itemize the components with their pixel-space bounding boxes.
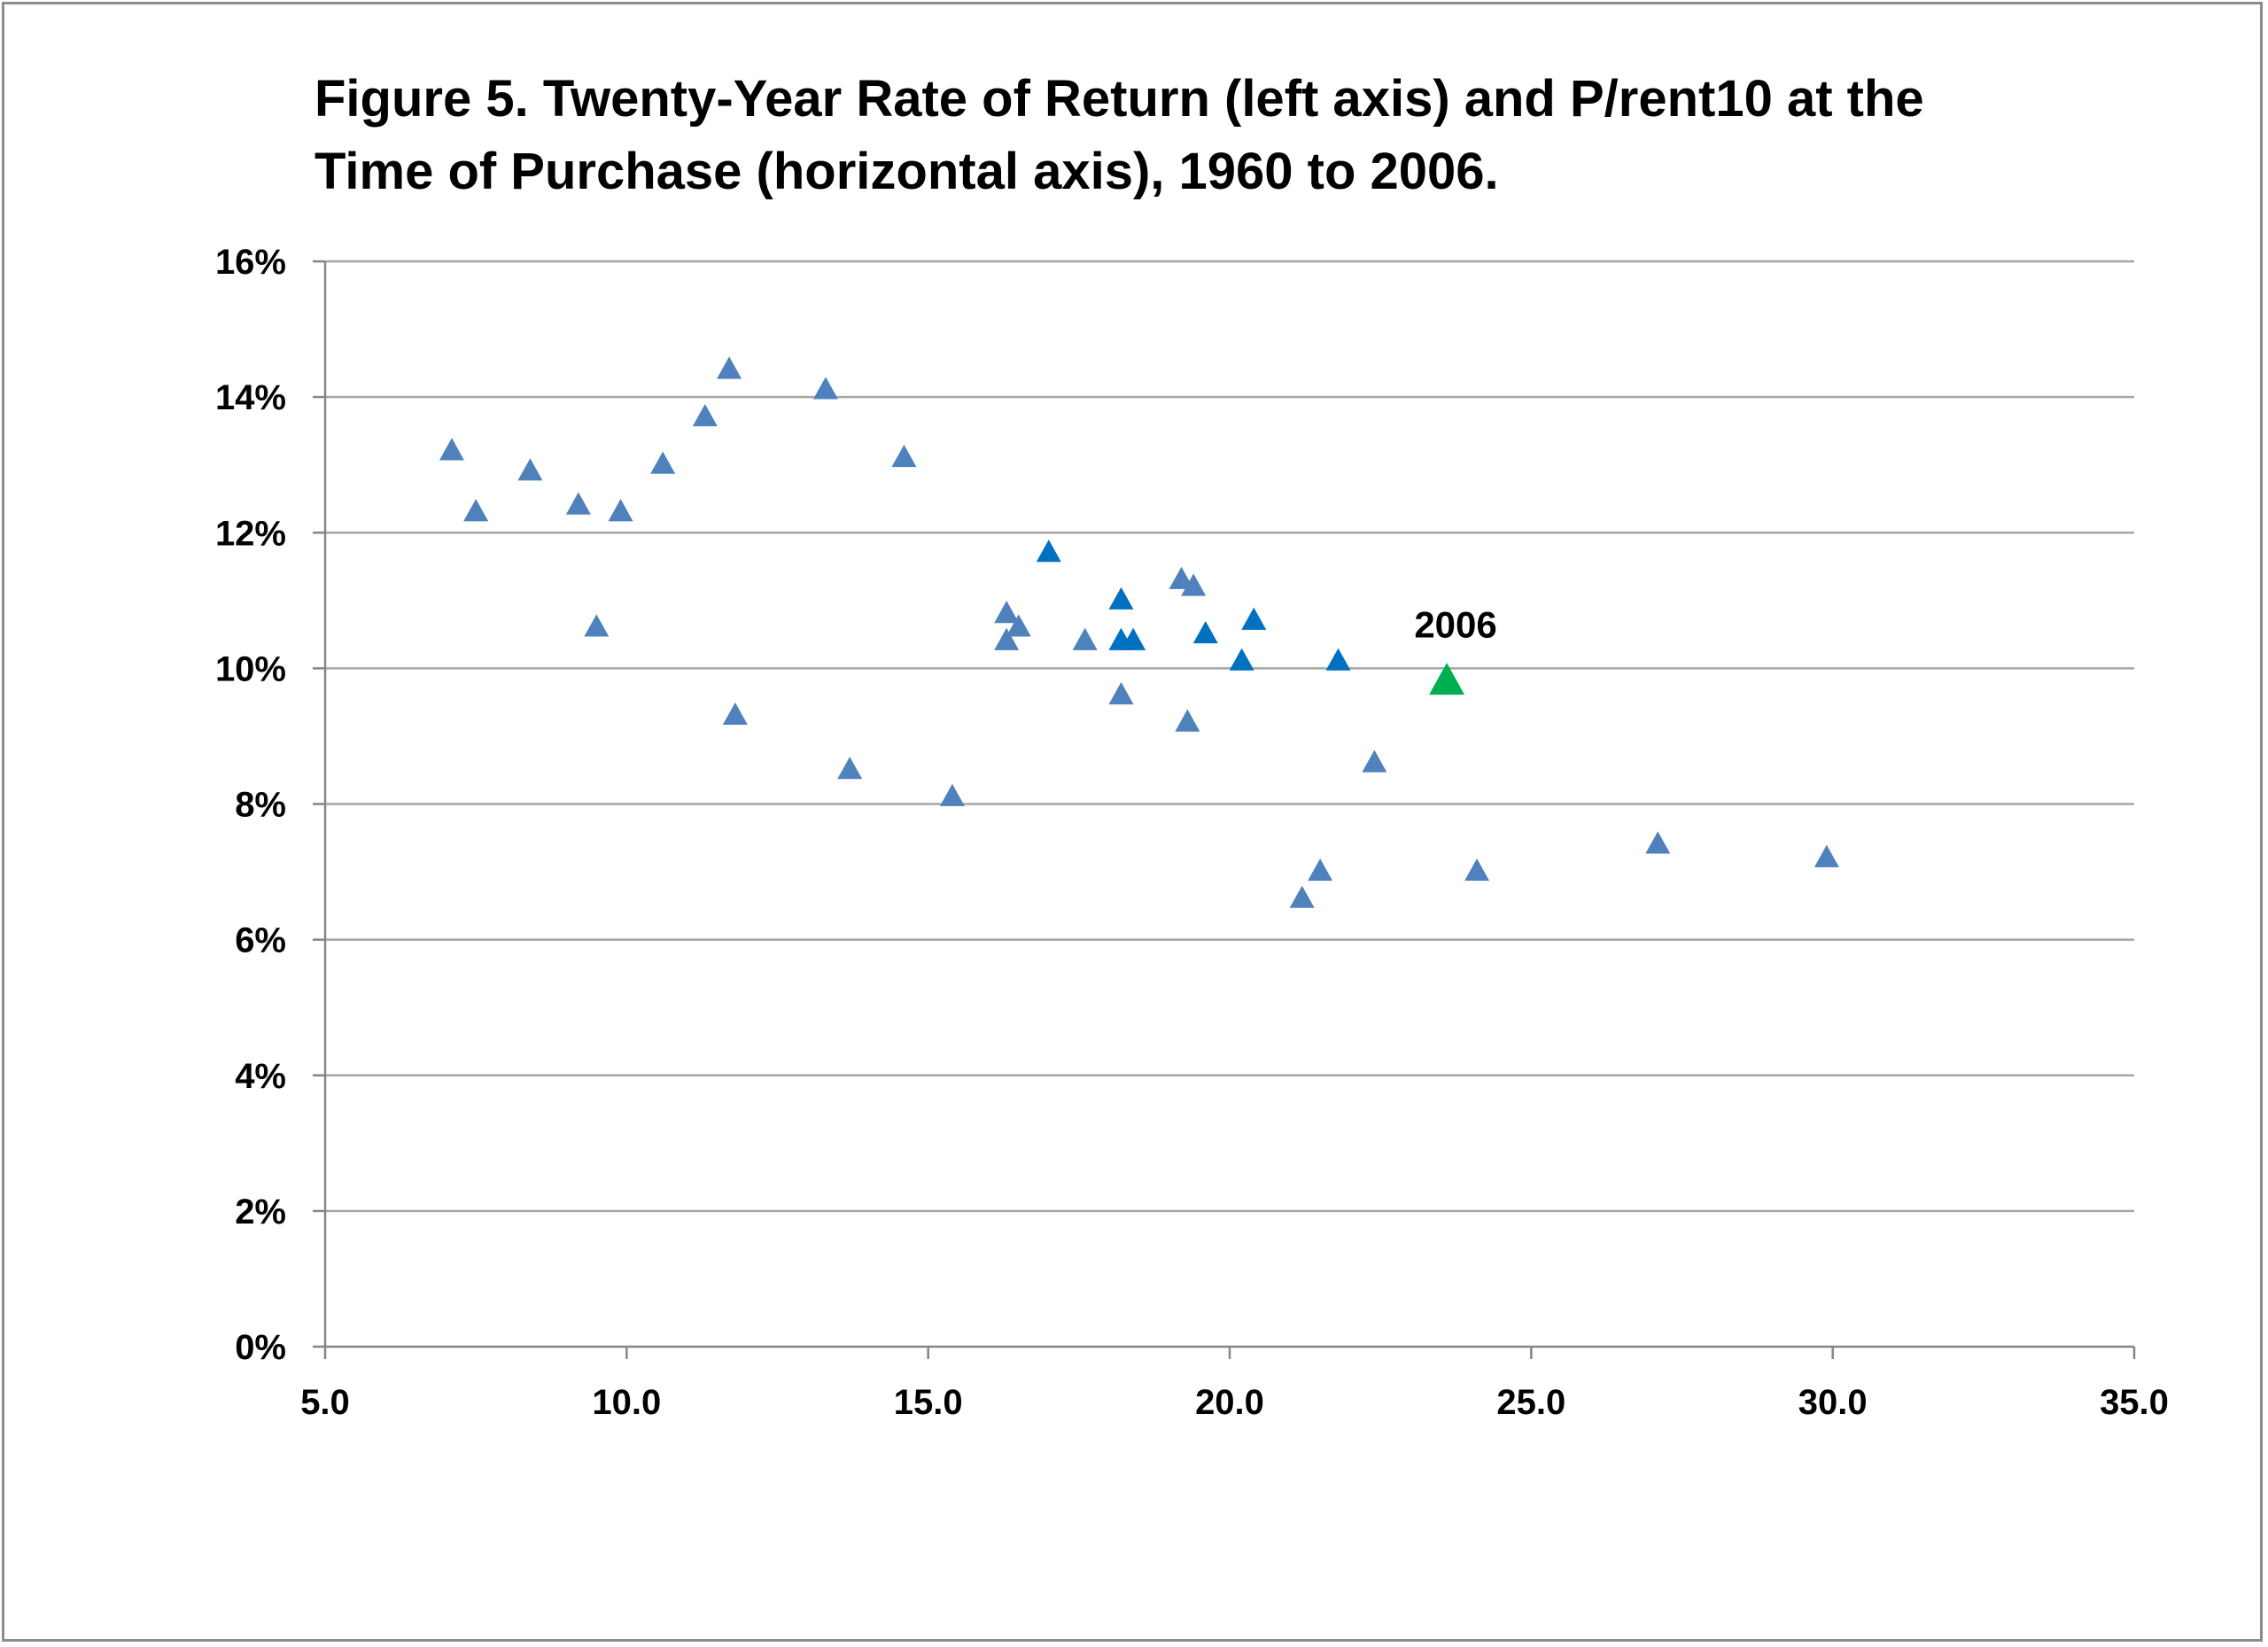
data-point — [1006, 614, 1031, 637]
data-point — [1308, 858, 1333, 882]
data-point — [891, 444, 917, 468]
data-point — [1181, 573, 1207, 596]
data-point — [717, 356, 742, 379]
gridlines — [325, 260, 2134, 1213]
data-point — [994, 627, 1020, 650]
data-point — [1036, 540, 1061, 563]
data-point — [1108, 681, 1134, 705]
x-tick-label: 30.0 — [1798, 1383, 1868, 1422]
x-tick-label: 35.0 — [2100, 1383, 2169, 1422]
y-tick-label: 6% — [235, 921, 286, 960]
data-point — [1072, 627, 1098, 650]
chart-title-line-2: Time of Purchase (horizontal axis), 1960… — [315, 143, 1499, 200]
data-point — [1464, 858, 1490, 882]
data-point — [1289, 885, 1315, 908]
data-point — [1121, 627, 1146, 650]
data-point — [1241, 607, 1267, 630]
annotation-label: 2006 — [1414, 604, 1496, 646]
data-point — [1325, 648, 1351, 671]
y-tick-label: 8% — [235, 786, 286, 825]
data-point — [722, 702, 748, 726]
y-tick-label: 0% — [235, 1328, 286, 1367]
data-point — [584, 614, 610, 637]
scatter-plot: 0% 2% 4% 6% 8% 10% 12% 14% 16% 5.0 10.0 15.0 20.0 25.… — [215, 243, 2169, 1422]
data-point — [565, 492, 591, 515]
y-tick-label: 2% — [235, 1193, 286, 1231]
data-point — [1175, 709, 1200, 732]
data-point — [837, 757, 863, 780]
data-point — [692, 403, 718, 427]
data-point — [1814, 844, 1839, 867]
data-points — [439, 356, 1839, 908]
y-tick-label: 12% — [215, 514, 286, 553]
annotations: 2006 — [1414, 604, 1496, 646]
data-point — [939, 783, 965, 806]
y-tick-label: 14% — [215, 378, 286, 417]
x-tick-label: 5.0 — [300, 1383, 350, 1422]
tick-labels: 0% 2% 4% 6% 8% 10% 12% 14% 16% 5.0 10.0 15.0 20.0 25.… — [215, 243, 2169, 1422]
chart-title: Figure 5. Twenty-Year Rate of Return (le… — [315, 63, 2086, 208]
chart-title-line-1: Figure 5. Twenty-Year Rate of Return (le… — [315, 70, 1924, 128]
y-tick-label: 4% — [235, 1057, 286, 1096]
data-point — [463, 499, 489, 522]
data-point — [1108, 587, 1134, 610]
data-point — [1645, 831, 1671, 854]
data-point — [650, 451, 676, 474]
data-point — [439, 438, 464, 461]
data-point — [608, 499, 633, 522]
x-tick-label: 15.0 — [894, 1383, 963, 1422]
y-tick-label: 16% — [215, 243, 286, 282]
x-tick-label: 25.0 — [1496, 1383, 1565, 1422]
x-tick-label: 20.0 — [1195, 1383, 1264, 1422]
data-point — [1169, 566, 1194, 589]
x-tick-label: 10.0 — [592, 1383, 661, 1422]
data-point — [1192, 620, 1218, 644]
data-point — [1362, 750, 1387, 773]
data-point — [812, 377, 838, 400]
data-point — [994, 601, 1020, 624]
axes — [313, 260, 2136, 1359]
y-tick-label: 10% — [215, 649, 286, 688]
data-point — [517, 458, 543, 481]
data-point — [1229, 648, 1254, 671]
data-point-highlight — [1429, 663, 1465, 695]
